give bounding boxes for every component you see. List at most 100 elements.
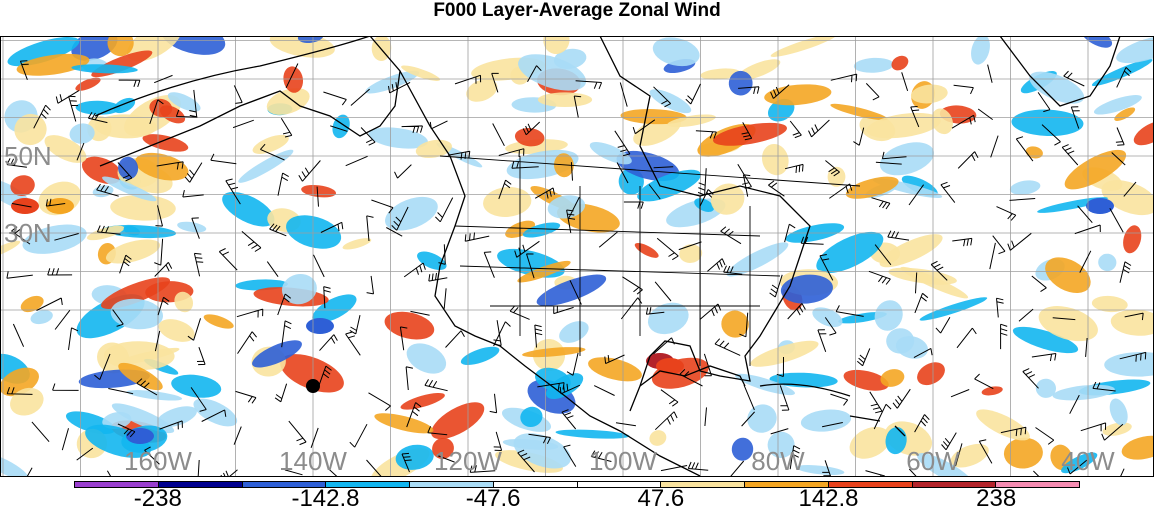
wind-contour-patch xyxy=(767,431,795,459)
wind-barb xyxy=(447,150,471,160)
wind-barb xyxy=(953,84,974,95)
wind-barb xyxy=(489,393,498,414)
wind-barb xyxy=(1123,181,1137,197)
lon-label: 120W xyxy=(434,446,502,476)
wind-barbs xyxy=(6,60,1147,476)
wind-barb xyxy=(978,439,993,464)
wind-barb xyxy=(182,189,204,198)
wind-barb xyxy=(196,347,206,366)
wind-barb xyxy=(952,237,973,247)
wind-barb xyxy=(517,449,535,473)
wind-contour-patch xyxy=(174,291,194,313)
wind-barb xyxy=(653,86,672,108)
wind-barb xyxy=(817,329,827,352)
lon-label: 140W xyxy=(279,446,347,476)
wind-barb xyxy=(232,119,254,129)
wind-barb xyxy=(1067,459,1088,475)
wind-barb xyxy=(19,60,29,80)
wind-barb xyxy=(323,91,347,106)
wind-contour-patch xyxy=(1104,351,1154,377)
coastlines xyxy=(94,36,1121,476)
wind-barb xyxy=(522,121,541,136)
wind-barb xyxy=(730,460,745,476)
wind-contour-patch xyxy=(81,156,122,184)
wind-barb xyxy=(768,180,785,197)
wind-barb xyxy=(149,99,164,125)
wind-contour-patch xyxy=(167,92,201,112)
wind-barb xyxy=(464,232,490,242)
wind-barb xyxy=(941,432,957,451)
wind-contour-patch xyxy=(266,88,310,115)
wind-barb xyxy=(1080,422,1107,432)
wind-contour-patch xyxy=(879,142,934,176)
wind-contour-patch xyxy=(1011,109,1084,137)
wind-barb xyxy=(368,392,391,411)
wind-barb xyxy=(784,163,804,173)
wind-barb xyxy=(868,270,891,285)
wind-barb xyxy=(654,281,672,302)
wind-contour-patch xyxy=(193,398,238,427)
wind-barb xyxy=(723,265,743,275)
wind-barb xyxy=(622,276,643,295)
wind-contour-patch xyxy=(559,321,589,343)
wind-contour-patch xyxy=(770,36,837,57)
wind-contour-patch xyxy=(647,302,689,335)
wind-barb xyxy=(875,161,902,165)
wind-barb xyxy=(52,383,79,391)
wind-contour-patch xyxy=(874,300,903,331)
wind-contour-patch xyxy=(1123,225,1142,254)
wind-barb xyxy=(534,324,543,348)
zonal-wind-shading xyxy=(0,36,1154,476)
wind-contour-patch xyxy=(417,251,447,271)
wind-contour-patch xyxy=(812,307,843,328)
wind-contour-patch xyxy=(342,238,372,250)
wind-barb xyxy=(317,365,332,388)
wind-contour-patch xyxy=(110,298,164,330)
wind-contour-patch xyxy=(158,319,195,342)
wind-contour-patch xyxy=(1110,309,1154,336)
wind-barb xyxy=(1085,337,1088,357)
wind-barb xyxy=(154,262,173,277)
wind-barb xyxy=(770,428,789,435)
wind-barb xyxy=(1031,275,1047,293)
wind-contour-patch xyxy=(761,143,789,176)
wind-contour-patch xyxy=(156,406,197,428)
wind-barb xyxy=(526,253,535,279)
wind-barb xyxy=(566,209,576,234)
colorbar-swatch xyxy=(661,482,745,487)
wind-contour-patch xyxy=(843,369,889,391)
wind-barb xyxy=(787,303,806,320)
wind-barb xyxy=(366,459,382,476)
wind-contour-patch xyxy=(849,426,891,459)
wind-contour-patch xyxy=(637,169,701,202)
wind-contour-patch xyxy=(281,273,317,305)
colorbar-label: 238 xyxy=(976,485,1017,512)
wind-barb xyxy=(989,242,996,270)
wind-contour-patch xyxy=(522,222,561,238)
wind-contour-patch xyxy=(838,311,887,324)
wind-contour-patch xyxy=(1133,120,1154,146)
wind-contour-patch xyxy=(1025,146,1043,159)
wind-barb xyxy=(987,64,993,83)
wind-barb xyxy=(679,369,703,387)
wind-barb xyxy=(1115,127,1125,146)
wind-contour-patch xyxy=(971,36,990,65)
wind-barb xyxy=(349,423,368,448)
wind-contour-patch xyxy=(1121,435,1154,460)
wind-barb xyxy=(96,225,121,235)
colorbar-label: -47.6 xyxy=(465,485,521,512)
wind-barb xyxy=(274,383,288,403)
wind-barb xyxy=(284,469,303,476)
wind-contour-patch xyxy=(69,123,95,144)
wind-barb xyxy=(741,122,753,141)
wind-contour-patch xyxy=(10,387,44,416)
wind-barb xyxy=(1015,136,1034,162)
wind-barb xyxy=(323,286,331,309)
wind-barb xyxy=(660,389,679,407)
wind-contour-patch xyxy=(891,55,909,71)
colorbar-swatch xyxy=(745,482,829,487)
wind-barb xyxy=(193,252,204,277)
wind-barb xyxy=(319,334,338,351)
colorbar-swatch xyxy=(912,482,997,487)
wind-contour-core xyxy=(1086,198,1114,214)
